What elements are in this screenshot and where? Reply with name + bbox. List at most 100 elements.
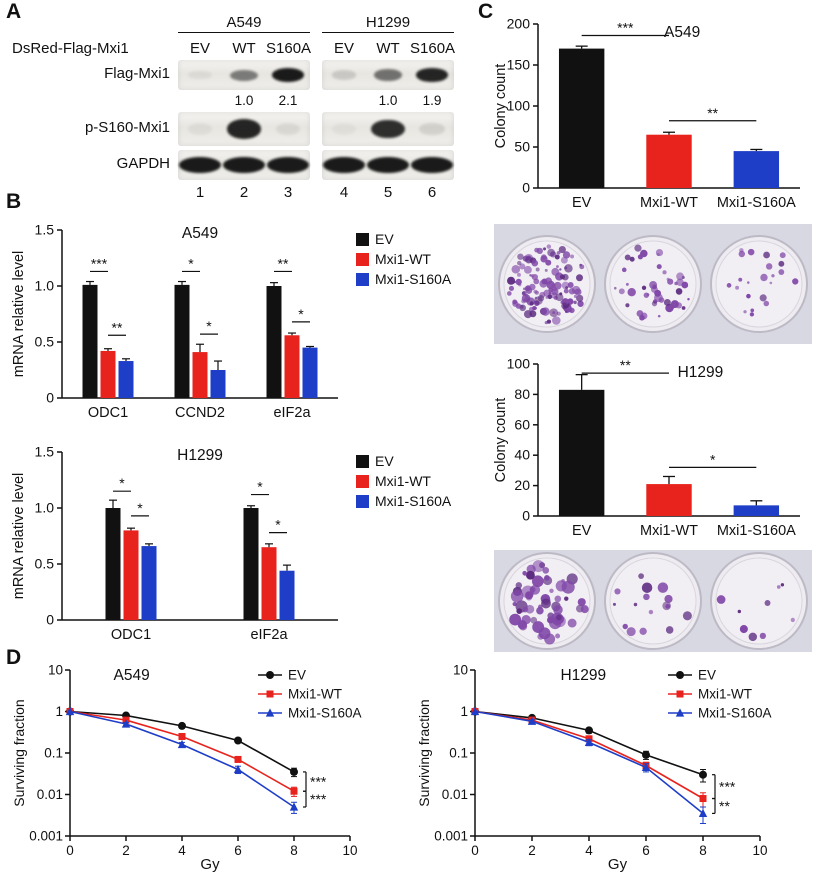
EV-circle-marker — [642, 750, 650, 759]
colony-dot — [570, 254, 575, 259]
blot-strip — [322, 150, 454, 180]
bar-Mxi1-WT — [261, 547, 277, 620]
Mxi1-S160A-triangle-marker — [289, 802, 299, 811]
chart-svg-b_h1299: 0 0.5 1.0 1.5 mRNA relative level ODC1 eIF2a * *… — [11, 444, 452, 644]
colony-dot — [516, 608, 523, 614]
colony-dot — [651, 300, 658, 307]
colony-dot — [682, 611, 692, 621]
colony-dot — [735, 285, 740, 290]
colony-dot — [657, 582, 669, 593]
bar-Mxi1-S160A — [210, 370, 226, 398]
colony-dot — [626, 627, 636, 637]
colony-dot — [778, 269, 785, 275]
colony-dot — [561, 302, 568, 310]
colony-dot — [567, 618, 577, 628]
x-axis-label: Gy — [608, 856, 628, 873]
panel-c-label: C — [478, 0, 494, 23]
significance-stars: *** — [310, 791, 327, 807]
colony-dot — [559, 274, 566, 280]
colony-dot — [554, 595, 562, 603]
colony-dot — [633, 602, 638, 607]
colony-dot — [577, 300, 584, 307]
colony-dot — [555, 633, 561, 639]
x-tick-label: 10 — [342, 843, 357, 858]
blot-band — [323, 157, 365, 173]
significance-stars: * — [206, 318, 212, 334]
x-category-label: CCND2 — [175, 405, 225, 421]
colony-dot — [536, 606, 544, 615]
colony-dot — [515, 303, 522, 309]
colony-dot — [547, 294, 553, 300]
Mxi1-S160A-triangle-marker — [675, 708, 685, 717]
y-axis-label: Surviving fraction — [11, 699, 27, 806]
colony-dot — [517, 260, 522, 266]
chart-survival-a549: 10 1 0.1 0.01 0.001 0 2 4 6 8 10 Gy Surviving fracti… — [10, 656, 400, 876]
colony-dot — [663, 298, 671, 306]
x-tick-label: 8 — [699, 843, 707, 858]
lane-header: S160A — [266, 40, 312, 57]
colony-dot — [726, 283, 732, 288]
blot-band — [416, 68, 448, 82]
colony-dot — [525, 591, 534, 600]
y-tick-label: 0.1 — [449, 746, 468, 761]
blot-band — [226, 119, 262, 139]
colony-dot — [558, 245, 566, 254]
colony-dot — [564, 264, 573, 273]
colony-dot — [665, 603, 671, 609]
y-tick-label: 100 — [507, 98, 531, 114]
colony-dot — [530, 274, 535, 278]
colony-dot — [517, 282, 522, 287]
y-tick-label: 1.0 — [35, 278, 55, 294]
colony-dot — [556, 614, 562, 621]
EV-circle-marker — [676, 671, 684, 679]
colony-dot — [517, 253, 524, 260]
colony-dot — [509, 613, 522, 626]
legend-swatch — [356, 475, 369, 488]
significance-stars: ** — [620, 357, 631, 373]
colony-dot — [556, 265, 559, 268]
colony-dot — [521, 291, 526, 295]
colony-dot — [552, 316, 561, 325]
colony-dot — [563, 288, 569, 294]
colony-dot — [512, 299, 518, 305]
colony-dot — [510, 589, 524, 603]
colony-dot — [542, 566, 550, 574]
colony-dot — [515, 582, 523, 589]
y-tick-label: 0.001 — [29, 829, 63, 844]
colony-dot — [759, 632, 767, 640]
lane-header: EV — [189, 40, 210, 57]
Mxi1-S160A-triangle-marker — [698, 808, 708, 818]
colony-dot — [523, 572, 528, 576]
x-tick-label: 4 — [585, 843, 593, 858]
EV-circle-marker — [290, 767, 298, 776]
Mxi1-WT-square-marker — [178, 732, 186, 740]
colony-dot — [533, 306, 537, 310]
colony-dot — [538, 627, 551, 640]
band-quantification: 1.9 — [422, 93, 442, 108]
Mxi1-S160A-triangle-marker — [233, 764, 243, 774]
colony-dot — [546, 244, 552, 249]
colony-dot — [618, 288, 625, 295]
Mxi1-S160A-triangle-marker — [65, 706, 75, 716]
legend-label: EV — [698, 668, 716, 683]
band-quantification: 1.0 — [378, 93, 398, 108]
x-category-label: Mxi1-S160A — [717, 523, 796, 539]
y-tick-label: 50 — [514, 139, 530, 155]
colony-dot — [567, 282, 574, 288]
x-category-label: Mxi1-WT — [640, 195, 698, 211]
colony-dot — [561, 578, 565, 583]
colony-dot — [746, 281, 750, 284]
y-tick-label: 0 — [46, 612, 54, 628]
bar-Mxi1-S160A — [118, 361, 134, 398]
blot-strip — [178, 60, 310, 90]
y-tick-label: 40 — [514, 447, 530, 463]
colony-dot — [525, 256, 533, 264]
colony-dot — [532, 560, 545, 573]
colony-dot — [624, 254, 631, 261]
y-tick-label: 1.5 — [35, 222, 55, 238]
x-category-label: EV — [572, 195, 592, 211]
blot-band — [367, 157, 409, 173]
panel-d-label: D — [6, 646, 22, 669]
colony-photo-A549 — [494, 224, 812, 344]
bar-Mxi1-WT — [284, 335, 300, 398]
